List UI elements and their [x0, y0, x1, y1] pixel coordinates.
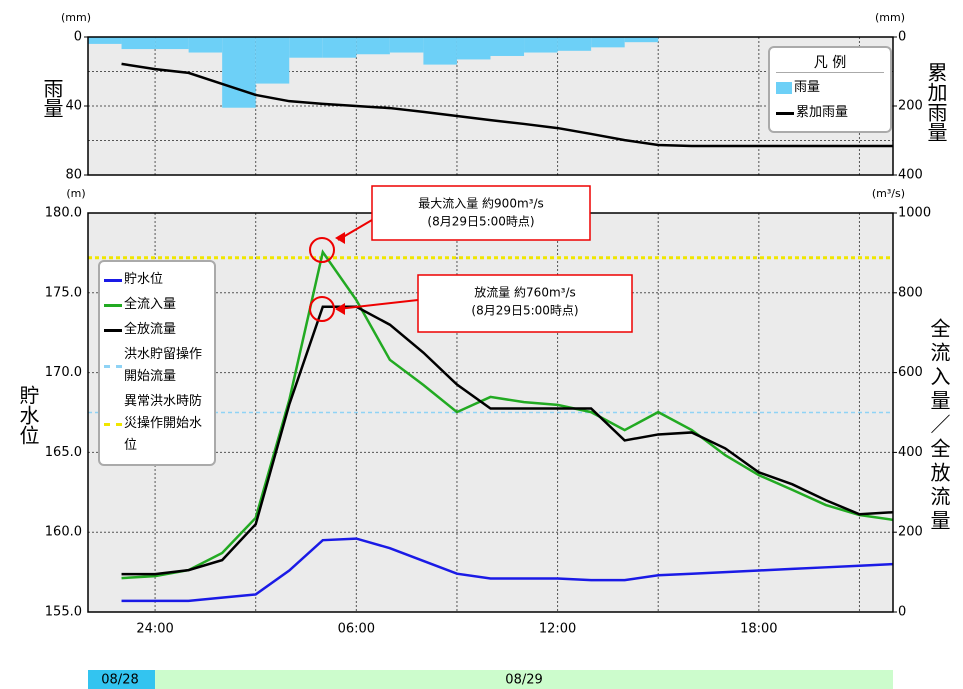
legend-title: 凡 例	[776, 52, 884, 73]
bar	[591, 37, 625, 48]
y2-tick-label: 0	[898, 30, 906, 45]
legend-entry: 雨量	[776, 77, 884, 99]
y-tick-label: 175.0	[45, 285, 82, 300]
bar	[557, 37, 592, 51]
legend-label: 洪水貯留操作開始流量	[124, 347, 203, 384]
legend-entry: 異常洪水時防災操作開始水位	[104, 391, 210, 457]
y2-tick-label: 200	[898, 525, 923, 540]
y2-tick-label: 400	[898, 168, 923, 183]
series-line	[121, 537, 894, 603]
y2-unit: (mm)	[875, 11, 905, 24]
date-band	[155, 670, 894, 689]
legend-entry: 全放流量	[104, 319, 210, 341]
y-tick-label: 155.0	[45, 605, 82, 620]
legend-label: 貯水位	[124, 272, 164, 287]
bar	[624, 37, 659, 43]
x-tick-label: 18:00	[740, 622, 777, 637]
x-tick-label: 24:00	[136, 622, 173, 637]
series-line	[121, 305, 894, 576]
plot-frame	[87, 36, 894, 176]
y-tick-label: 80	[65, 168, 82, 183]
bar	[188, 37, 223, 53]
annotation-text: 最大流入量 約900m³/s	[418, 196, 544, 211]
legend-label: 全流入量	[124, 297, 177, 312]
legend-swatch	[776, 82, 792, 94]
series-line	[121, 249, 894, 580]
y2-tick-label: 400	[898, 445, 923, 460]
bar	[255, 37, 290, 84]
annotation-text: (8月29日5:00時点)	[427, 215, 534, 229]
legend-label: 全放流量	[124, 322, 177, 337]
bar	[356, 37, 390, 55]
annotation-box	[371, 185, 591, 241]
bar	[121, 37, 156, 50]
annotation-text: 放流量 約760m³/s	[474, 285, 576, 300]
y-tick-label: 40	[65, 99, 82, 114]
legend-swatch	[776, 111, 794, 115]
annotation-text: (8月29日5:00時点)	[471, 304, 578, 318]
y-axis-title: 貯水位	[16, 385, 40, 445]
y2-tick-label: 200	[898, 99, 923, 114]
legend-swatch	[104, 328, 122, 332]
y-tick-label: 180.0	[45, 206, 82, 221]
y-unit: (mm)	[61, 11, 91, 24]
annotation-circle	[309, 237, 335, 263]
legend-entry: 全流入量	[104, 294, 210, 316]
legend-swatch	[104, 303, 122, 307]
date-label: 08/28	[101, 673, 138, 688]
legend-entry: 洪水貯留操作開始流量	[104, 344, 210, 388]
y2-tick-label: 0	[898, 605, 906, 620]
legend-swatch	[104, 422, 122, 426]
bar	[389, 37, 424, 53]
legend-label: 異常洪水時防災操作開始水位	[124, 394, 203, 453]
y-axis-title: 雨量	[40, 78, 64, 118]
y2-tick-label: 600	[898, 365, 923, 380]
y2-axis-title: 累加雨量	[924, 62, 948, 142]
y2-tick-label: 800	[898, 285, 923, 300]
y-tick-label: 0	[74, 30, 82, 45]
bar	[88, 37, 122, 44]
bar	[222, 37, 256, 108]
legend: 凡 例 雨量累加雨量	[768, 46, 892, 133]
bar	[490, 37, 525, 56]
legend-swatch	[104, 278, 122, 282]
date-band	[88, 670, 156, 689]
annotation-arrowhead	[335, 232, 345, 244]
y-unit: (m)	[66, 187, 85, 200]
y-tick-label: 170.0	[45, 365, 82, 380]
annotation-arrow	[337, 299, 419, 310]
bar	[289, 37, 323, 58]
y2-axis-title: 全流入量／全放流量	[927, 318, 951, 534]
bar	[322, 37, 357, 58]
annotation-circle	[309, 296, 335, 322]
y-tick-label: 160.0	[45, 525, 82, 540]
legend: 貯水位全流入量全放流量洪水貯留操作開始流量異常洪水時防災操作開始水位	[98, 260, 216, 466]
y-tick-label: 165.0	[45, 445, 82, 460]
bar	[524, 37, 558, 53]
legend-entry: 累加雨量	[776, 102, 884, 124]
x-tick-label: 06:00	[338, 622, 375, 637]
legend-label: 雨量	[794, 80, 821, 95]
bar	[456, 37, 491, 60]
x-tick-label: 12:00	[539, 622, 576, 637]
y2-tick-label: 1000	[898, 206, 931, 221]
bar	[155, 37, 189, 50]
date-label: 08/29	[505, 673, 542, 688]
series-line	[121, 62, 893, 148]
annotation-arrowhead	[335, 303, 345, 315]
legend-label: 累加雨量	[796, 105, 849, 120]
legend-swatch	[104, 364, 122, 368]
bar	[423, 37, 457, 65]
y2-unit: (m³/s)	[872, 187, 905, 200]
legend-entry: 貯水位	[104, 269, 210, 291]
annotation-box	[417, 274, 633, 333]
